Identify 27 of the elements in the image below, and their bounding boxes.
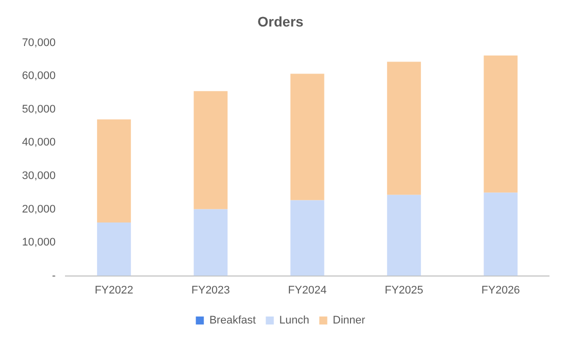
x-tick-label: FY2023 xyxy=(191,284,230,296)
x-tick-label: FY2025 xyxy=(384,284,424,296)
bar xyxy=(97,222,131,276)
bar xyxy=(97,119,131,223)
legend-label: Dinner xyxy=(332,314,366,327)
y-tick-label: 40,000 xyxy=(22,136,56,149)
legend-label: Breakfast xyxy=(209,314,256,327)
bar xyxy=(194,209,228,276)
y-tick-label: - xyxy=(52,270,56,282)
y-tick-label: 30,000 xyxy=(22,170,56,182)
bar xyxy=(484,192,518,276)
bar xyxy=(290,200,324,276)
bar xyxy=(387,194,421,276)
x-tick-label: FY2024 xyxy=(288,284,327,296)
y-tick-label: 70,000 xyxy=(22,36,56,49)
bar xyxy=(387,62,421,195)
y-tick-label: 20,000 xyxy=(22,203,56,216)
chart-title: Orders xyxy=(258,13,304,30)
bar xyxy=(484,55,518,193)
x-tick-label: FY2022 xyxy=(94,284,134,296)
x-tick-label: FY2026 xyxy=(481,284,520,296)
y-tick-label: 10,000 xyxy=(22,236,56,249)
bar xyxy=(194,91,228,210)
bar xyxy=(290,74,324,200)
legend-label: Lunch xyxy=(279,314,310,327)
y-tick-label: 60,000 xyxy=(22,70,56,82)
y-tick-label: 50,000 xyxy=(22,103,56,116)
